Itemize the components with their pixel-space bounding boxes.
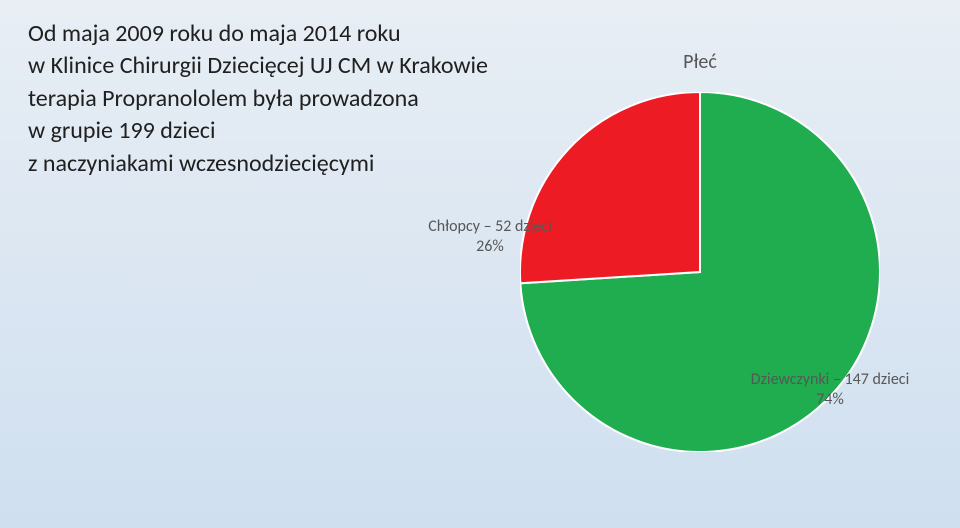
slice-label-girls-line2: 74% [816,390,844,409]
slice-label-girls-line1: Dziewczynki – 147 dzieci [751,370,909,389]
chart-title: Płeć [460,50,940,74]
slice-label-boys-line1: Chłopcy – 52 dzieci [428,217,552,236]
slice-label-girls: Dziewczynki – 147 dzieci 74% [730,370,930,410]
text-line-2: w Klinice Chirurgii Dziecięcej UJ CM w K… [28,50,528,82]
slice-label-boys-line2: 26% [476,237,504,256]
description-text: Od maja 2009 roku do maja 2014 roku w Kl… [28,18,528,180]
text-line-5: z naczyniakami wczesnodziecięcymi [28,148,528,180]
pie-chart: Płeć Chłopcy – 52 dzieci 26% Dziewczynki… [460,40,940,520]
slice-label-boys: Chłopcy – 52 dzieci 26% [410,217,570,257]
text-line-3: terapia Propranololem była prowadzona [28,83,528,115]
text-line-1: Od maja 2009 roku do maja 2014 roku [28,18,528,50]
text-line-4: w grupie 199 dzieci [28,115,528,147]
pie-wrap: Chłopcy – 52 dzieci 26% Dziewczynki – 14… [520,92,880,452]
